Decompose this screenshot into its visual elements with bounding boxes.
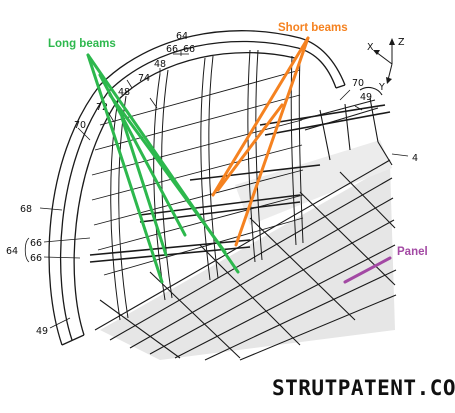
ref-72: 72 [96, 102, 108, 113]
ref-49-top: 49 [360, 92, 372, 103]
ref-66-top-a: 66 [166, 44, 178, 55]
ref-48-top: 48 [154, 59, 166, 70]
long-beams-arrows [86, 53, 240, 284]
axis-z-label: Z [398, 37, 405, 48]
panel-arrow [343, 256, 392, 284]
ref-66-left-b: 66 [30, 253, 42, 264]
ref-4: 4 [412, 153, 418, 164]
leader-lines [39, 50, 409, 329]
ref-74: 74 [138, 73, 150, 84]
y-axis-line [387, 63, 393, 81]
floor-grid [94, 159, 397, 361]
ref-49-bottom: 49 [36, 326, 48, 337]
panel-label: Panel [397, 246, 428, 258]
ref-68: 68 [20, 204, 32, 215]
floor-panel-area [100, 140, 395, 360]
axis-y-label: Y [378, 82, 385, 93]
watermark: STRUTPATENT.COM [272, 376, 455, 400]
axis-x-label: X [367, 42, 374, 53]
right-side-truss [299, 86, 393, 166]
ref-64-top: 64 [176, 31, 188, 42]
ref-70-right: 70 [352, 78, 364, 89]
ref-66-top-b: 66 [183, 44, 195, 55]
ref-70-left: 70 [74, 120, 86, 131]
short-beams-arrows [211, 36, 310, 247]
coordinate-axes [373, 38, 395, 84]
ref-48-mid: 48 [118, 87, 130, 98]
x-axis-line [375, 51, 393, 65]
ref-66-left-a: 66 [30, 238, 42, 249]
ref-64-left: 64 [6, 246, 18, 257]
short-beams-label: Short beams [278, 22, 348, 34]
long-beams-label: Long beams [48, 38, 116, 50]
bracket-64-left [24, 237, 30, 263]
